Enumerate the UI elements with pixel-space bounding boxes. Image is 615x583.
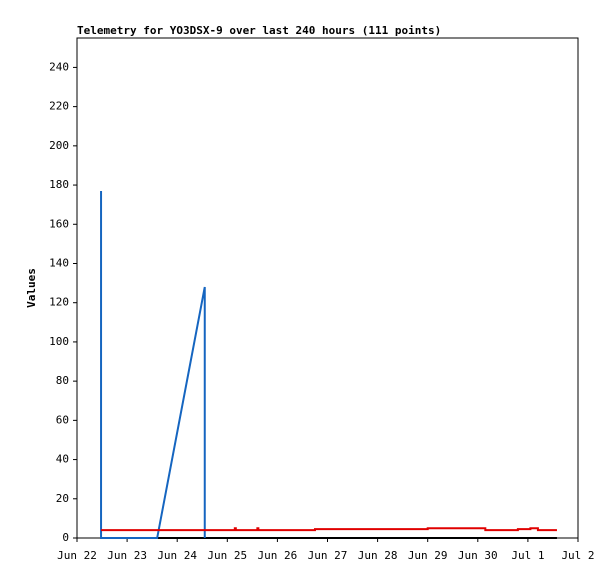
x-tick-label: Jun 24 xyxy=(157,549,197,562)
y-tick-label: 0 xyxy=(62,531,69,544)
x-tick-label: Jul 1 xyxy=(511,549,544,562)
chart-title: Telemetry for YO3DSX-9 over last 240 hou… xyxy=(77,24,441,37)
series-line xyxy=(100,190,206,539)
y-axis-label: Values xyxy=(25,268,38,308)
x-tick-label: Jun 28 xyxy=(358,549,398,562)
x-tick-label: Jun 30 xyxy=(458,549,498,562)
y-tick-label: 220 xyxy=(49,100,69,113)
y-tick-label: 140 xyxy=(49,256,69,269)
y-tick-label: 160 xyxy=(49,217,69,230)
y-tick-label: 180 xyxy=(49,178,69,191)
y-tick-label: 20 xyxy=(56,492,69,505)
y-tick-label: 100 xyxy=(49,335,69,348)
y-tick-label: 80 xyxy=(56,374,69,387)
x-tick-label: Jun 23 xyxy=(107,549,147,562)
y-tick-label: 40 xyxy=(56,453,69,466)
x-tick-label: Jun 26 xyxy=(258,549,298,562)
series-line xyxy=(101,527,557,532)
y-tick-label: 240 xyxy=(49,60,69,73)
x-tick-label: Jul 2 xyxy=(561,549,594,562)
x-tick-label: Jun 22 xyxy=(57,549,97,562)
x-tick-label: Jun 25 xyxy=(207,549,247,562)
x-tick-label: Jun 29 xyxy=(408,549,448,562)
plot-frame xyxy=(76,37,579,539)
x-tick-label: Jun 27 xyxy=(308,549,348,562)
y-tick-label: 120 xyxy=(49,296,69,309)
y-tick-label: 60 xyxy=(56,413,69,426)
y-tick-label: 200 xyxy=(49,139,69,152)
